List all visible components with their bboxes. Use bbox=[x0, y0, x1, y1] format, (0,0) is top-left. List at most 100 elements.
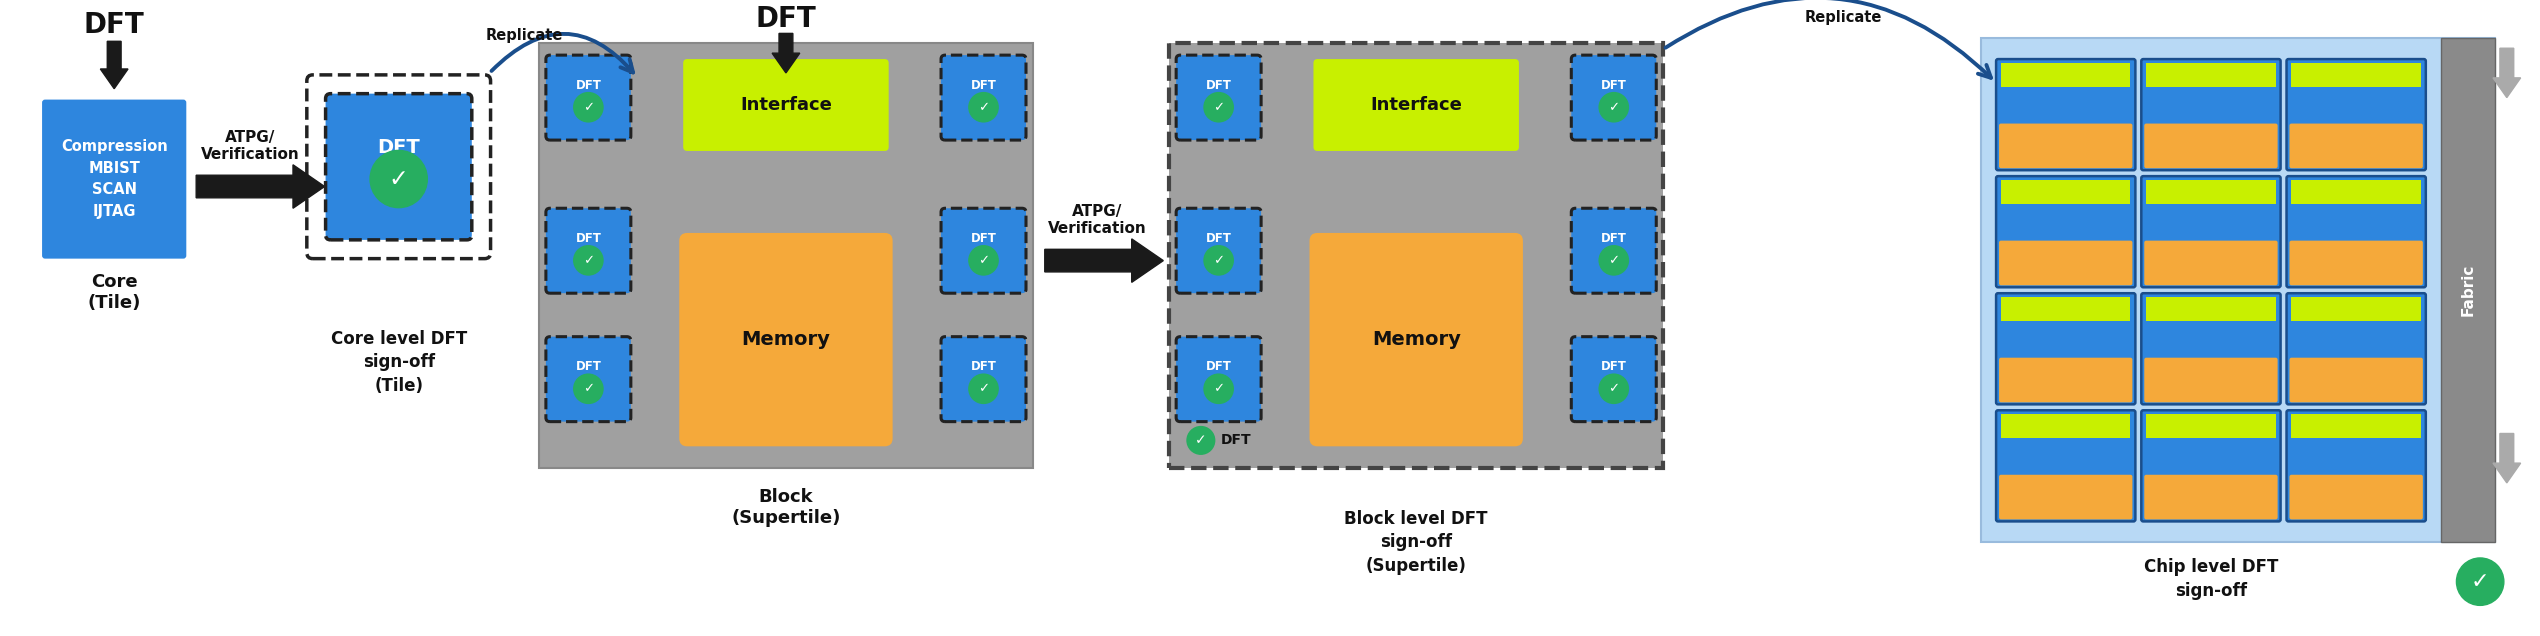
FancyBboxPatch shape bbox=[940, 336, 1026, 422]
FancyBboxPatch shape bbox=[2289, 240, 2423, 286]
FancyBboxPatch shape bbox=[940, 208, 1026, 293]
FancyBboxPatch shape bbox=[2441, 38, 2494, 542]
Circle shape bbox=[2456, 558, 2504, 605]
Text: DFT: DFT bbox=[1206, 232, 1232, 245]
Text: DFT: DFT bbox=[1600, 232, 1626, 245]
Text: Core
(Tile): Core (Tile) bbox=[86, 273, 140, 312]
Text: Block
(Supertile): Block (Supertile) bbox=[732, 488, 841, 527]
Text: DFT: DFT bbox=[378, 138, 419, 157]
FancyBboxPatch shape bbox=[2002, 297, 2131, 321]
Text: ✓: ✓ bbox=[582, 382, 594, 396]
Text: DFT: DFT bbox=[754, 4, 815, 32]
Circle shape bbox=[371, 150, 427, 208]
Text: DFT: DFT bbox=[577, 232, 602, 245]
Text: ✓: ✓ bbox=[582, 254, 594, 267]
FancyBboxPatch shape bbox=[940, 55, 1026, 140]
Text: Interface: Interface bbox=[739, 96, 833, 114]
Polygon shape bbox=[1044, 239, 1163, 282]
Text: ATPG/: ATPG/ bbox=[1072, 204, 1123, 219]
Polygon shape bbox=[2492, 434, 2520, 483]
FancyBboxPatch shape bbox=[325, 93, 472, 240]
FancyBboxPatch shape bbox=[2286, 59, 2426, 170]
FancyBboxPatch shape bbox=[2291, 180, 2421, 204]
FancyBboxPatch shape bbox=[43, 100, 185, 259]
Text: DFT: DFT bbox=[577, 361, 602, 373]
Circle shape bbox=[1204, 245, 1234, 275]
FancyBboxPatch shape bbox=[2291, 297, 2421, 321]
Text: DFT: DFT bbox=[1206, 361, 1232, 373]
Text: Core level DFT
sign-off
(Tile): Core level DFT sign-off (Tile) bbox=[330, 329, 467, 395]
Text: DFT: DFT bbox=[1600, 79, 1626, 92]
Text: ✓: ✓ bbox=[978, 254, 988, 267]
FancyBboxPatch shape bbox=[538, 43, 1034, 468]
FancyBboxPatch shape bbox=[1572, 55, 1656, 140]
Text: ✓: ✓ bbox=[2471, 572, 2489, 591]
Circle shape bbox=[1600, 374, 1628, 403]
FancyBboxPatch shape bbox=[2291, 414, 2421, 438]
Circle shape bbox=[574, 374, 602, 403]
FancyBboxPatch shape bbox=[1996, 59, 2136, 170]
Circle shape bbox=[1204, 93, 1234, 122]
Text: DFT: DFT bbox=[970, 232, 996, 245]
FancyBboxPatch shape bbox=[1996, 293, 2136, 404]
FancyBboxPatch shape bbox=[683, 59, 889, 151]
FancyBboxPatch shape bbox=[2144, 357, 2278, 403]
Text: ✓: ✓ bbox=[389, 167, 409, 191]
FancyBboxPatch shape bbox=[2002, 414, 2131, 438]
Text: Memory: Memory bbox=[742, 330, 831, 349]
Circle shape bbox=[574, 245, 602, 275]
Text: ✓: ✓ bbox=[1608, 254, 1621, 267]
Text: ✓: ✓ bbox=[978, 100, 988, 114]
Text: DFT: DFT bbox=[577, 79, 602, 92]
FancyBboxPatch shape bbox=[1996, 176, 2136, 287]
FancyBboxPatch shape bbox=[2286, 293, 2426, 404]
FancyBboxPatch shape bbox=[1981, 38, 2494, 542]
Polygon shape bbox=[102, 41, 127, 88]
Circle shape bbox=[574, 93, 602, 122]
Text: Compression
MBIST
SCAN
IJTAG: Compression MBIST SCAN IJTAG bbox=[61, 139, 168, 219]
Polygon shape bbox=[196, 165, 325, 208]
Circle shape bbox=[1600, 245, 1628, 275]
FancyBboxPatch shape bbox=[1176, 336, 1260, 422]
Text: ✓: ✓ bbox=[978, 382, 988, 396]
FancyBboxPatch shape bbox=[1996, 410, 2136, 522]
FancyBboxPatch shape bbox=[2146, 180, 2276, 204]
FancyBboxPatch shape bbox=[546, 55, 630, 140]
FancyBboxPatch shape bbox=[2144, 240, 2278, 286]
FancyBboxPatch shape bbox=[2286, 176, 2426, 287]
FancyBboxPatch shape bbox=[1313, 59, 1519, 151]
Text: Verification: Verification bbox=[201, 148, 300, 162]
FancyBboxPatch shape bbox=[1572, 336, 1656, 422]
Text: DFT: DFT bbox=[1222, 433, 1252, 447]
Text: Interface: Interface bbox=[1369, 96, 1463, 114]
FancyBboxPatch shape bbox=[2146, 63, 2276, 86]
Text: ✓: ✓ bbox=[1214, 382, 1224, 396]
FancyBboxPatch shape bbox=[1999, 474, 2134, 520]
FancyBboxPatch shape bbox=[2289, 357, 2423, 403]
FancyBboxPatch shape bbox=[1572, 208, 1656, 293]
Text: Memory: Memory bbox=[1372, 330, 1460, 349]
FancyBboxPatch shape bbox=[678, 233, 892, 446]
FancyBboxPatch shape bbox=[2291, 63, 2421, 86]
FancyBboxPatch shape bbox=[2141, 293, 2281, 404]
Circle shape bbox=[968, 93, 998, 122]
Text: DFT: DFT bbox=[970, 79, 996, 92]
Text: DFT: DFT bbox=[1600, 361, 1626, 373]
FancyBboxPatch shape bbox=[1176, 208, 1260, 293]
Text: ✓: ✓ bbox=[1214, 254, 1224, 267]
Polygon shape bbox=[2492, 48, 2520, 97]
FancyBboxPatch shape bbox=[2002, 63, 2131, 86]
Text: ✓: ✓ bbox=[1608, 100, 1621, 114]
Text: ✓: ✓ bbox=[1214, 100, 1224, 114]
FancyBboxPatch shape bbox=[2002, 180, 2131, 204]
Text: ✓: ✓ bbox=[1194, 433, 1206, 447]
FancyBboxPatch shape bbox=[2289, 123, 2423, 169]
Text: Replicate: Replicate bbox=[1803, 10, 1882, 25]
FancyBboxPatch shape bbox=[2146, 414, 2276, 438]
Circle shape bbox=[968, 374, 998, 403]
FancyBboxPatch shape bbox=[1176, 55, 1260, 140]
Circle shape bbox=[968, 245, 998, 275]
FancyBboxPatch shape bbox=[2286, 410, 2426, 522]
FancyBboxPatch shape bbox=[1999, 357, 2134, 403]
FancyBboxPatch shape bbox=[2141, 410, 2281, 522]
